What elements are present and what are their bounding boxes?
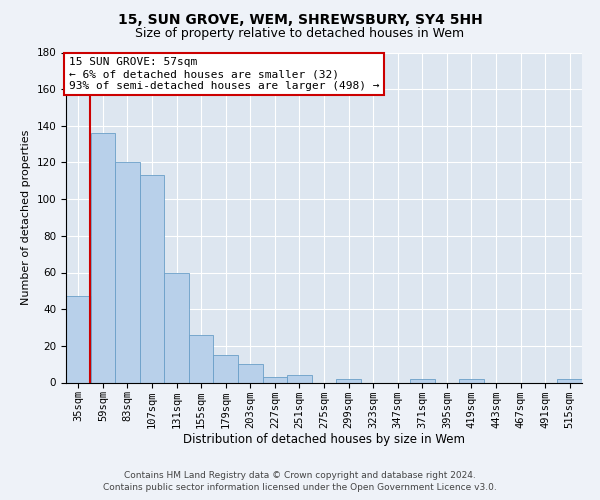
- Bar: [140, 176, 164, 382]
- Y-axis label: Number of detached properties: Number of detached properties: [21, 130, 31, 305]
- Bar: [189, 335, 214, 382]
- Text: 15, SUN GROVE, WEM, SHREWSBURY, SY4 5HH: 15, SUN GROVE, WEM, SHREWSBURY, SY4 5HH: [118, 12, 482, 26]
- X-axis label: Distribution of detached houses by size in Wem: Distribution of detached houses by size …: [183, 433, 465, 446]
- Bar: [287, 375, 312, 382]
- Text: 15 SUN GROVE: 57sqm
← 6% of detached houses are smaller (32)
93% of semi-detache: 15 SUN GROVE: 57sqm ← 6% of detached hou…: [68, 58, 379, 90]
- Bar: [459, 379, 484, 382]
- Bar: [91, 133, 115, 382]
- Bar: [238, 364, 263, 382]
- Bar: [410, 379, 434, 382]
- Text: Size of property relative to detached houses in Wem: Size of property relative to detached ho…: [136, 28, 464, 40]
- Bar: [66, 296, 91, 382]
- Bar: [214, 355, 238, 382]
- Text: Contains HM Land Registry data © Crown copyright and database right 2024.
Contai: Contains HM Land Registry data © Crown c…: [103, 471, 497, 492]
- Bar: [557, 379, 582, 382]
- Bar: [336, 379, 361, 382]
- Bar: [115, 162, 140, 382]
- Bar: [263, 377, 287, 382]
- Bar: [164, 272, 189, 382]
